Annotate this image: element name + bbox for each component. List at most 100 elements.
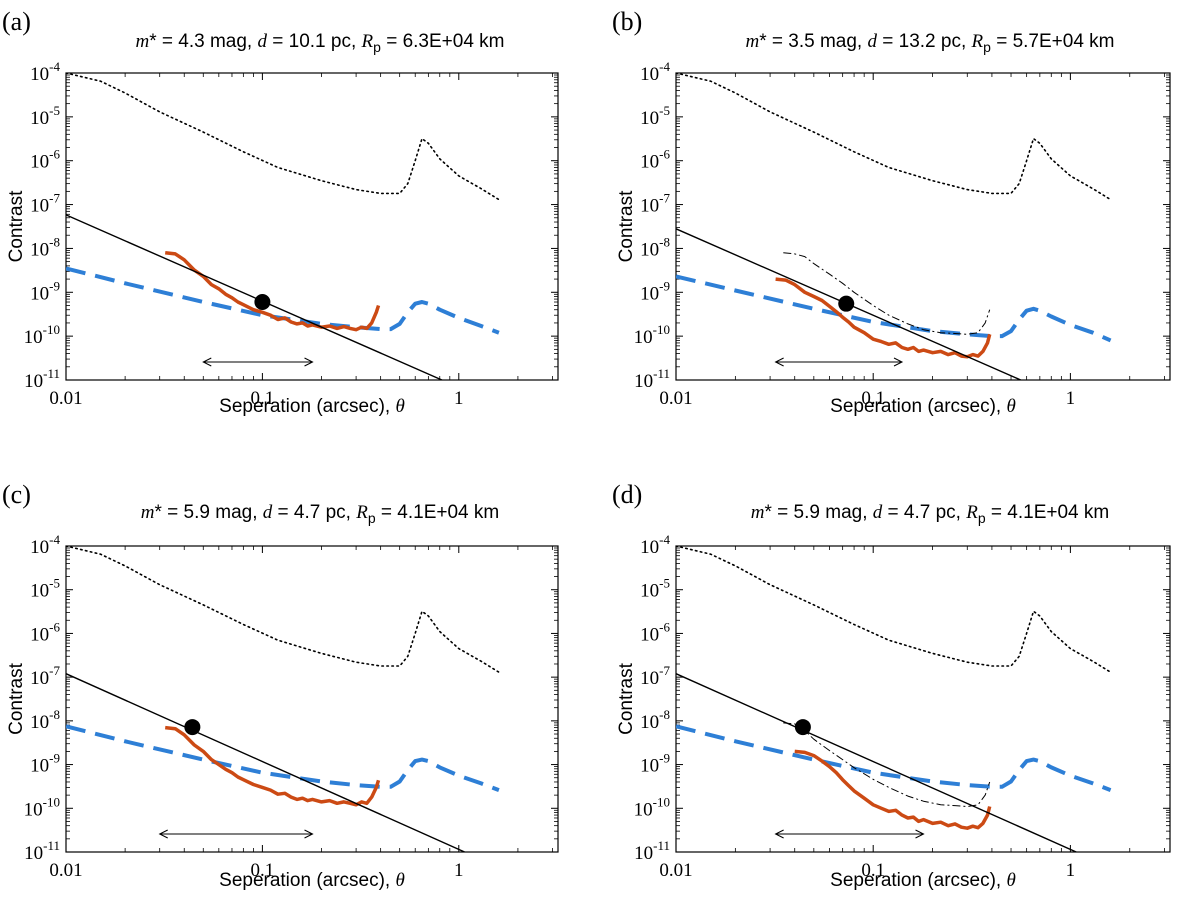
y-axis-label: Contrast (6, 190, 27, 263)
y-tick-label: 10-7 (640, 663, 670, 689)
series-limit-dashed (676, 724, 1112, 792)
y-tick-label: 10-10 (24, 794, 60, 820)
y-tick-label: 10-8 (30, 234, 60, 260)
y-tick-exponent: -4 (659, 532, 670, 547)
x-axis-label-text: Seperation (arcsec), (219, 396, 395, 417)
y-axis-label: Contrast (6, 662, 27, 735)
y-tick-base: 10 (640, 196, 659, 217)
title-r-symbol: R (355, 502, 368, 523)
y-tick-base: 10 (640, 668, 659, 689)
title-r-symbol: R (965, 502, 978, 523)
y-tick-label: 10-4 (30, 59, 60, 85)
y-tick-label: 10-10 (634, 322, 670, 348)
y-tick-exponent: -6 (659, 619, 670, 634)
series-limit-dashed (66, 266, 500, 335)
y-tick-base: 10 (640, 108, 659, 129)
plot-data (676, 546, 1112, 852)
y-tick-exponent: -7 (49, 663, 60, 678)
title-r-subscript: p (368, 510, 376, 526)
x-axis-label: Seperation (arcsec), θ (219, 870, 405, 891)
x-axis-label-text: Seperation (arcsec), (219, 870, 395, 891)
y-tick-label: 10-6 (640, 619, 670, 645)
y-tick-label: 10-5 (640, 103, 670, 129)
title-d-symbol: d (263, 502, 273, 523)
y-tick-exponent: -4 (49, 59, 60, 74)
x-tick-label: 0.01 (49, 388, 82, 409)
y-tick-exponent: -9 (49, 278, 60, 293)
x-tick-label: 1 (454, 860, 464, 881)
title-radius: = 5.7E+04 km (991, 31, 1115, 52)
range-arrow-left-head (774, 357, 784, 367)
y-tick-label: 10-11 (634, 838, 670, 864)
panel-label: (d) (612, 480, 642, 509)
y-tick-label: 10-5 (30, 576, 60, 602)
y-tick-label: 10-5 (30, 103, 60, 129)
title-distance: = 4.7 pc, (882, 502, 966, 523)
y-tick-base: 10 (640, 756, 659, 777)
title-r-subscript: p (373, 39, 381, 55)
y-tick-base: 10 (30, 108, 49, 129)
chart-title: m* = 5.9 mag, d = 4.7 pc, Rp = 4.1E+04 k… (751, 502, 1109, 526)
range-arrow-left-head (202, 357, 212, 367)
range-arrow-right-head (893, 357, 904, 367)
plot-frame (675, 545, 1171, 853)
panel-c: (c) m* = 5.9 mag, d = 4.7 pc, Rp = 4.1E+0… (2, 480, 559, 891)
y-tick-exponent: -9 (659, 751, 670, 766)
y-tick-base: 10 (30, 668, 49, 689)
series-planet-line (676, 673, 1077, 852)
title-r-subscript: p (983, 39, 991, 55)
title-radius: = 4.1E+04 km (376, 502, 500, 523)
series-achieved-red (164, 250, 381, 332)
y-tick-base: 10 (640, 64, 659, 85)
y-tick-base: 10 (640, 152, 659, 173)
y-tick-label: 10-8 (640, 234, 670, 260)
range-arrow-right-head (304, 357, 314, 367)
y-tick-base: 10 (30, 239, 49, 260)
y-axis-label: Contrast (616, 662, 637, 735)
y-tick-exponent: -7 (659, 191, 670, 206)
series-comparison-dashdot (783, 252, 991, 335)
y-tick-base: 10 (30, 64, 49, 85)
x-tick-label: 0.01 (659, 860, 692, 881)
series-achieved-red (794, 749, 992, 830)
range-arrow-right-head (915, 829, 925, 839)
series-raw-contrast-dotted (676, 73, 1112, 201)
title-m-symbol: m (141, 502, 155, 523)
y-tick-exponent: -10 (653, 794, 670, 809)
y-tick-exponent: -8 (49, 234, 60, 249)
y-tick-exponent: -8 (659, 707, 670, 722)
title-distance: = 4.7 pc, (272, 502, 356, 523)
range-arrow-left-head (158, 829, 168, 839)
marker-point (254, 294, 271, 311)
x-tick-label: 0.01 (659, 388, 692, 409)
plot-data (66, 546, 500, 852)
y-tick-exponent: -7 (49, 191, 60, 206)
plot-data (676, 73, 1112, 380)
x-axis-theta-symbol: θ (396, 396, 405, 417)
plot-frame (65, 72, 559, 381)
panel-label: (c) (2, 480, 31, 509)
title-m-symbol: m (135, 31, 149, 52)
panel-label: (a) (2, 7, 31, 36)
y-tick-label: 10-8 (640, 707, 670, 733)
panel-b: (b) m* = 3.5 mag, d = 13.2 pc, Rp = 5.7E+… (612, 7, 1171, 417)
y-tick-exponent: -9 (49, 751, 60, 766)
range-arrow-right-head (304, 829, 314, 839)
title-r-symbol: R (971, 31, 984, 52)
y-tick-base: 10 (634, 371, 653, 392)
title-magnitude: * = 4.3 mag, (149, 31, 257, 52)
title-radius: = 6.3E+04 km (381, 31, 505, 52)
series-limit-dashed (66, 724, 500, 792)
x-axis-label: Seperation (arcsec), θ (830, 870, 1016, 891)
panel-d: (d) m* = 5.9 mag, d = 4.7 pc, Rp = 4.1E+0… (612, 480, 1171, 891)
y-tick-label: 10-7 (30, 663, 60, 689)
y-tick-base: 10 (30, 537, 49, 558)
y-tick-base: 10 (634, 799, 653, 820)
y-tick-base: 10 (30, 712, 49, 733)
title-radius: = 4.1E+04 km (986, 502, 1110, 523)
y-axis-label: Contrast (616, 190, 637, 263)
y-tick-exponent: -5 (49, 576, 60, 591)
series-planet-line (66, 214, 443, 380)
series-comparison-dashdot (783, 722, 991, 807)
y-tick-exponent: -11 (43, 838, 60, 853)
